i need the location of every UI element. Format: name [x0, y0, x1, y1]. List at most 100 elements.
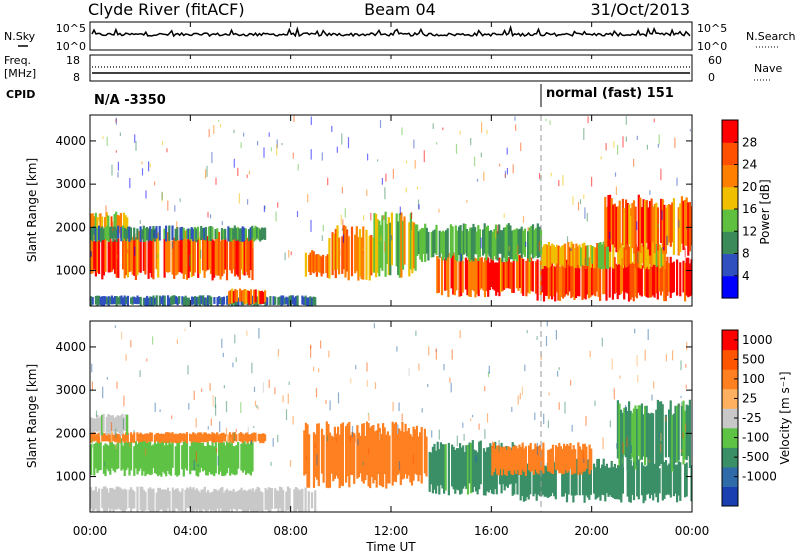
- heatmap-cell: [640, 403, 643, 460]
- heatmap-cell: [189, 237, 192, 272]
- heatmap-cell: [125, 432, 128, 441]
- heatmap-speckle: [133, 430, 135, 433]
- heatmap-cell: [190, 434, 193, 443]
- heatmap-cell: [285, 296, 288, 305]
- heatmap-speckle: [412, 454, 414, 464]
- heatmap-speckle: [240, 401, 242, 413]
- heatmap-cell: [674, 464, 677, 494]
- heatmap-speckle: [195, 451, 197, 463]
- heatmap-cell: [249, 434, 252, 442]
- heatmap-cell: [397, 221, 400, 275]
- heatmap-cell: [550, 448, 553, 474]
- heatmap-cell: [221, 438, 224, 476]
- heatmap-speckle: [605, 143, 607, 151]
- heatmap-speckle: [247, 199, 249, 205]
- heatmap-speckle: [281, 143, 283, 146]
- heatmap-cell: [588, 444, 591, 475]
- heatmap-cell: [208, 444, 211, 473]
- heatmap-cell: [559, 247, 562, 266]
- heatmap-cell: [144, 297, 147, 306]
- heatmap-cell: [530, 226, 533, 255]
- heatmap-cell: [474, 450, 478, 492]
- heatmap-cell: [647, 207, 650, 250]
- heatmap-cell: [244, 228, 247, 240]
- heatmap-cell: [608, 263, 611, 298]
- heatmap-speckle: [536, 442, 539, 455]
- heatmap-cell: [478, 441, 481, 490]
- heatmap-cell: [551, 243, 554, 264]
- heatmap-cell: [618, 247, 621, 265]
- heatmap-cell: [133, 446, 136, 476]
- heatmap-cell: [179, 492, 182, 511]
- heatmap-cell: [612, 204, 615, 245]
- heatmap-cell: [248, 488, 251, 510]
- heatmap-cell: [206, 434, 209, 443]
- colorbar-swatch: [722, 427, 738, 448]
- heatmap-speckle: [112, 221, 114, 232]
- heatmap-speckle: [546, 321, 548, 327]
- heatmap-cell: [535, 446, 539, 473]
- heatmap-speckle: [536, 336, 538, 340]
- heatmap-speckle: [613, 141, 615, 148]
- heatmap-cell: [254, 289, 257, 303]
- heatmap-speckle: [625, 136, 627, 142]
- heatmap-speckle: [396, 346, 398, 352]
- heatmap-cell: [257, 433, 260, 441]
- heatmap-cell: [123, 227, 126, 239]
- heatmap-cell: [136, 228, 139, 240]
- heatmap-cell: [370, 426, 373, 477]
- heatmap-cell: [458, 261, 461, 297]
- heatmap-cell: [230, 434, 233, 443]
- heatmap-cell: [222, 442, 225, 477]
- heatmap-cell: [147, 433, 150, 442]
- heatmap-speckle: [209, 383, 211, 391]
- heatmap-cell: [142, 489, 145, 511]
- heatmap-cell: [98, 438, 101, 471]
- heatmap-cell: [229, 490, 232, 510]
- heatmap-cell: [528, 227, 531, 262]
- heatmap-cell: [112, 488, 115, 512]
- heatmap-cell: [599, 242, 602, 270]
- heatmap-cell: [150, 489, 153, 512]
- heatmap-cell: [609, 244, 612, 268]
- heatmap-cell: [117, 225, 120, 239]
- heatmap-cell: [573, 467, 577, 496]
- heatmap-cell: [650, 241, 653, 267]
- heatmap-cell: [616, 264, 619, 300]
- heatmap-cell: [304, 487, 307, 512]
- heatmap-cell: [216, 432, 219, 442]
- heatmap-cell: [642, 199, 645, 247]
- heatmap-cell: [653, 203, 656, 253]
- heatmap-cell: [104, 296, 107, 305]
- heatmap-cell: [193, 439, 197, 471]
- heatmap-cell: [90, 213, 93, 238]
- heatmap-cell: [547, 266, 550, 300]
- heatmap-cell: [406, 431, 409, 479]
- heatmap-cell: [149, 296, 152, 306]
- heatmap-speckle: [630, 445, 632, 453]
- heatmap-cell: [190, 238, 193, 278]
- heatmap-cell: [347, 236, 350, 281]
- heatmap-cell: [235, 491, 238, 511]
- heatmap-speckle: [171, 415, 173, 420]
- colorbar-swatch: [722, 408, 738, 429]
- heatmap-cell: [663, 204, 666, 251]
- heatmap-cell: [229, 241, 232, 271]
- colorbar-tick-label: 100: [742, 372, 765, 386]
- heatmap-cell: [209, 237, 213, 274]
- heatmap-cell: [542, 464, 545, 495]
- heatmap-cell: [439, 442, 442, 485]
- heatmap-cell: [190, 296, 194, 305]
- heatmap-cell: [322, 434, 325, 483]
- heatmap-cell: [294, 296, 298, 306]
- heatmap-speckle: [156, 254, 158, 258]
- heatmap-cell: [461, 260, 464, 293]
- heatmap-cell: [536, 223, 539, 259]
- heatmap-cell: [491, 445, 494, 476]
- heatmap-speckle: [401, 127, 403, 136]
- heatmap-cell: [101, 414, 104, 436]
- heatmap-speckle: [313, 366, 315, 372]
- heatmap-speckle: [232, 362, 234, 368]
- heatmap-speckle: [207, 426, 209, 430]
- heatmap-cell: [476, 452, 479, 495]
